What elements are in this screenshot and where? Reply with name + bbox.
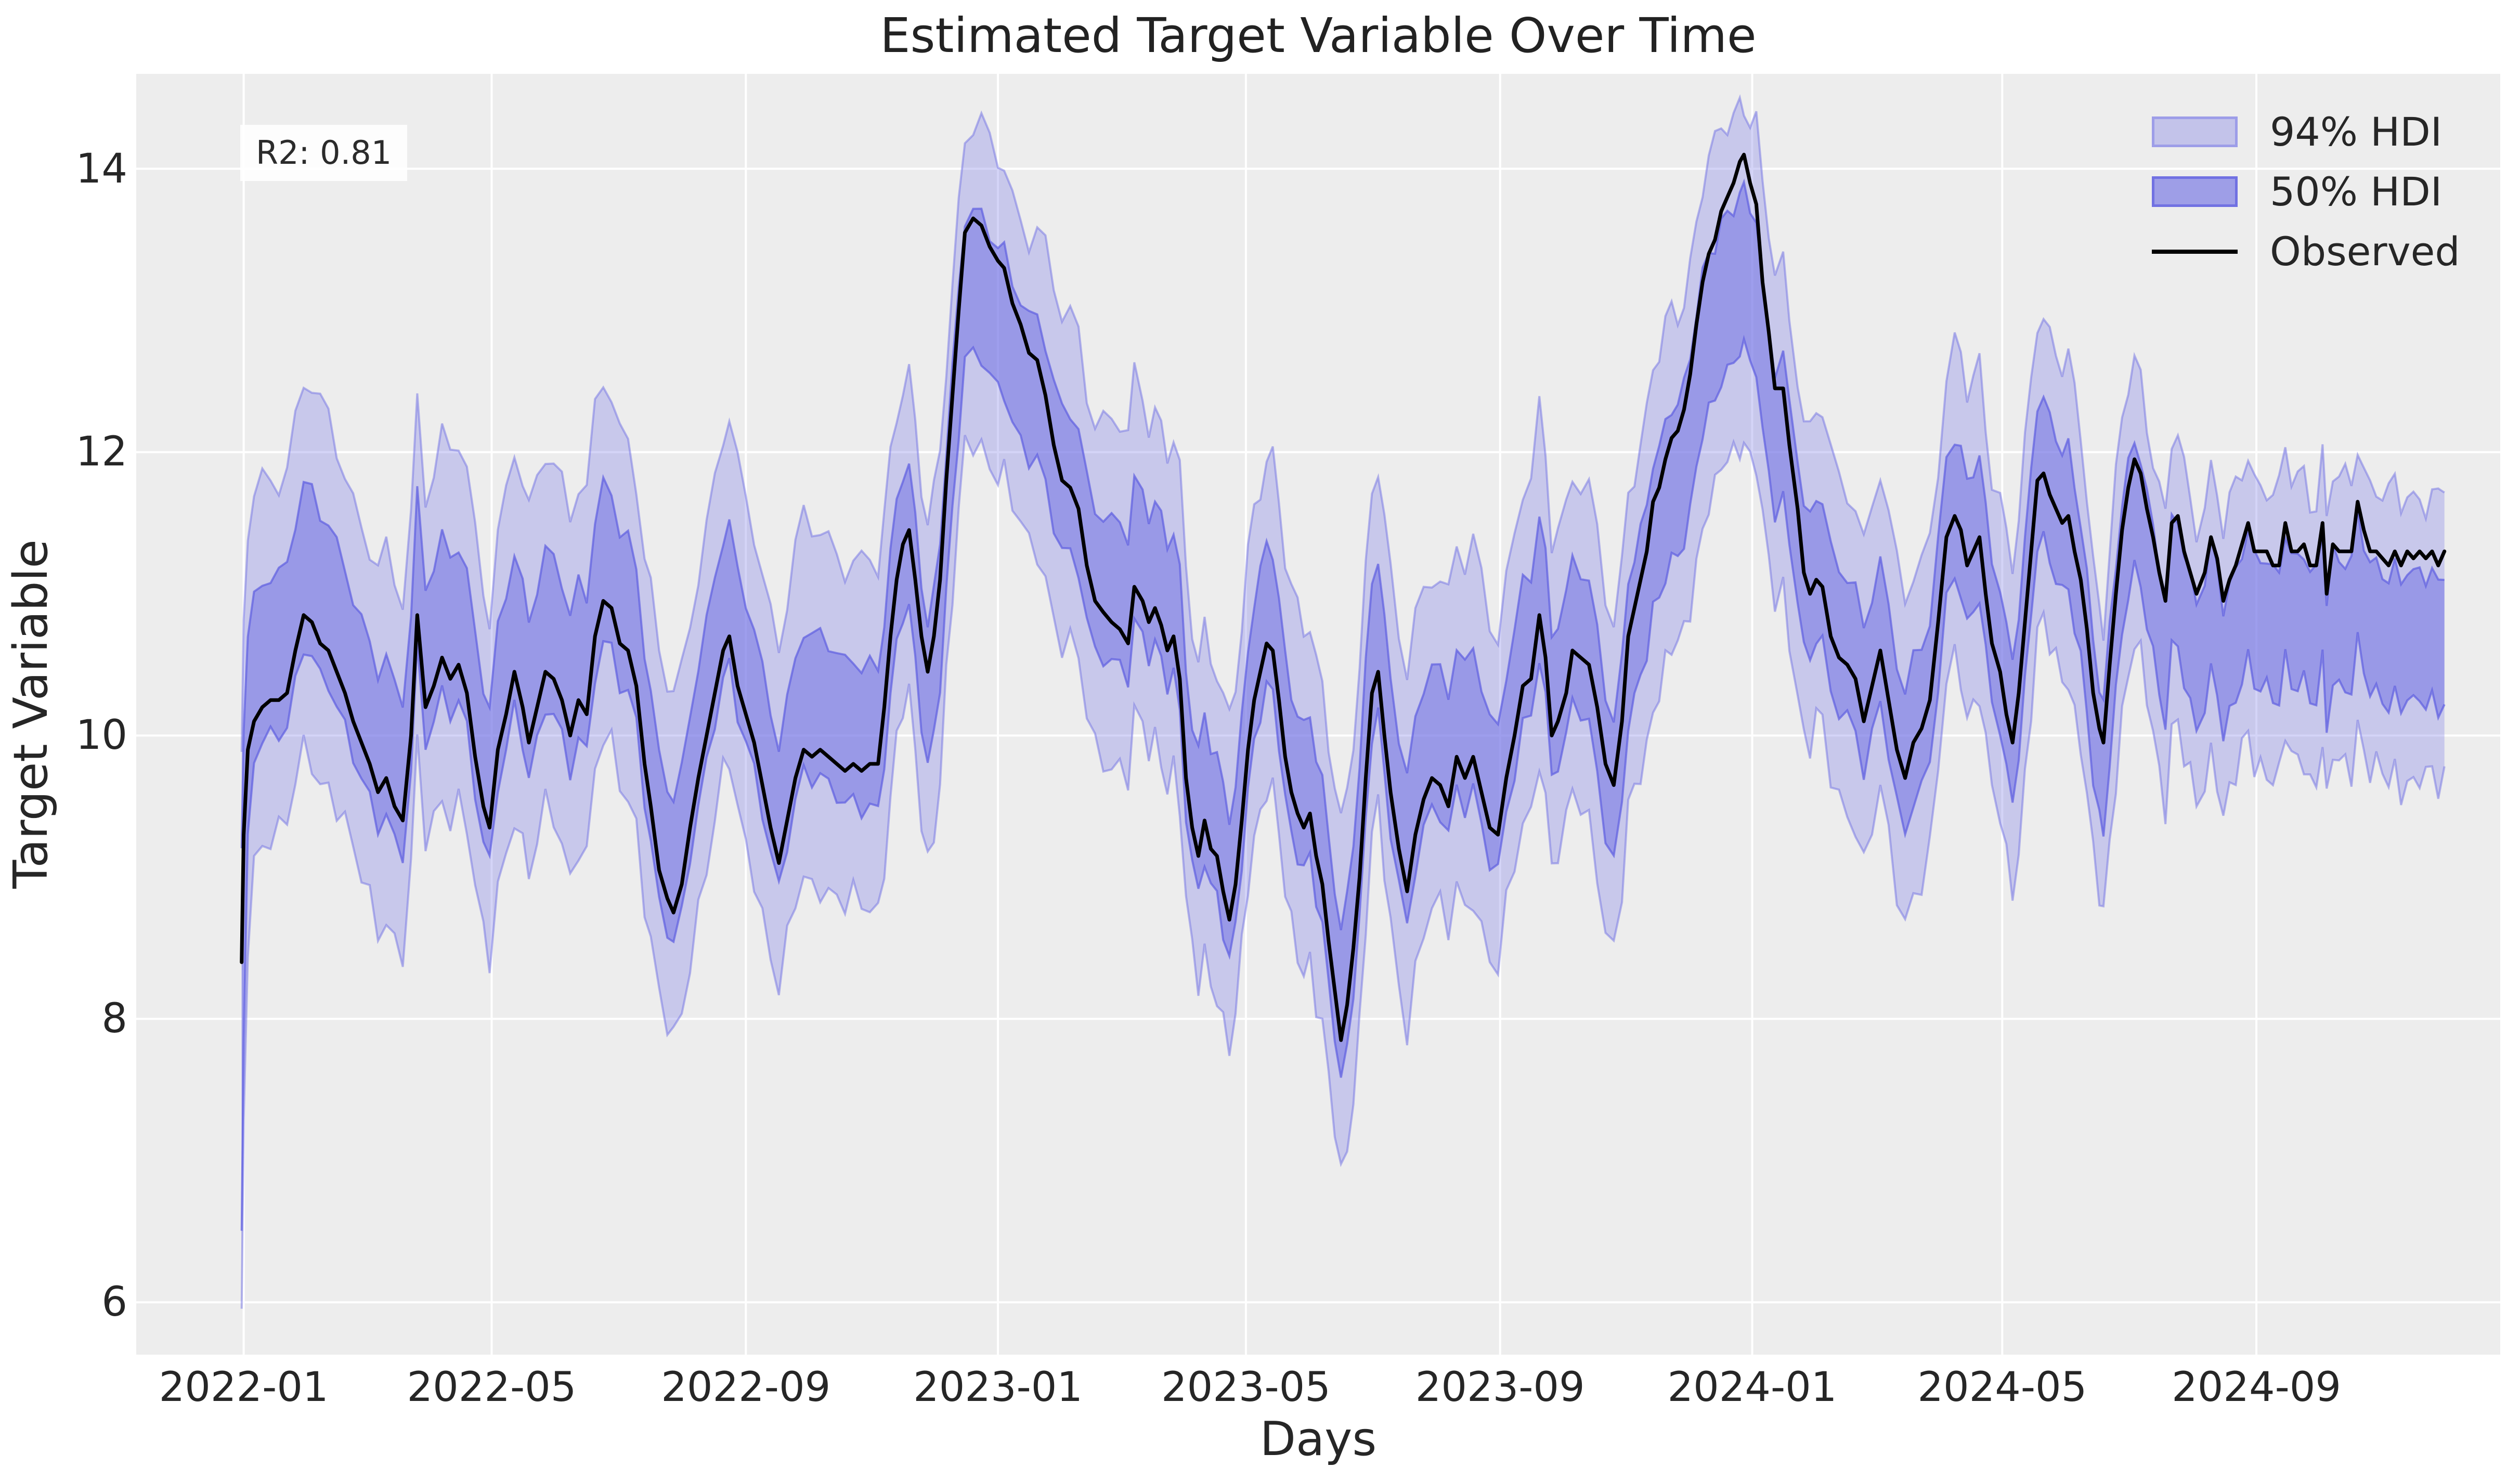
x-tick-label: 2022-01 <box>159 1364 329 1411</box>
y-tick-label: 8 <box>101 995 127 1043</box>
legend-entry-94-hdi: 94% HDI <box>2152 102 2495 162</box>
y-tick-label: 12 <box>75 429 127 476</box>
y-tick-label: 14 <box>75 145 127 192</box>
hdi94-swatch-icon <box>2152 116 2238 147</box>
x-axis-label: Days <box>1259 1412 1377 1466</box>
hdi50-swatch-icon <box>2152 176 2238 207</box>
x-tick-label: 2023-09 <box>1415 1364 1585 1411</box>
legend-label-50-hdi: 50% HDI <box>2270 168 2443 215</box>
hdi94-upper-edge <box>240 94 2445 814</box>
y-tick-label: 6 <box>101 1279 127 1326</box>
legend-entry-observed: Observed <box>2152 222 2495 281</box>
hdi94-lower-edge <box>240 435 2446 1309</box>
chart-title: Estimated Target Variable Over Time <box>880 8 1757 63</box>
legend-label-observed: Observed <box>2270 228 2460 275</box>
r2-annotation: R2: 0.81 <box>240 125 408 181</box>
x-tick-label: 2024-05 <box>1917 1364 2087 1411</box>
legend: 94% HDI 50% HDI Observed <box>2152 102 2495 281</box>
y-tick-label: 10 <box>75 712 127 759</box>
legend-label-94-hdi: 94% HDI <box>2270 108 2443 155</box>
hdi50-lower-edge <box>240 334 2446 1231</box>
x-tick-label: 2024-09 <box>2172 1364 2342 1411</box>
x-tick-label: 2023-01 <box>913 1364 1083 1411</box>
x-tick-label: 2022-05 <box>407 1364 577 1411</box>
y-axis-label: Target Variable <box>4 539 58 889</box>
x-tick-label: 2022-09 <box>661 1364 831 1411</box>
observed-line-swatch-icon <box>2152 236 2238 267</box>
observed-line <box>240 152 2447 1042</box>
hdi50-upper-edge <box>240 178 2445 930</box>
x-tick-label: 2023-05 <box>1161 1364 1331 1411</box>
legend-entry-50-hdi: 50% HDI <box>2152 162 2495 222</box>
x-tick-label: 2024-01 <box>1667 1364 1837 1411</box>
